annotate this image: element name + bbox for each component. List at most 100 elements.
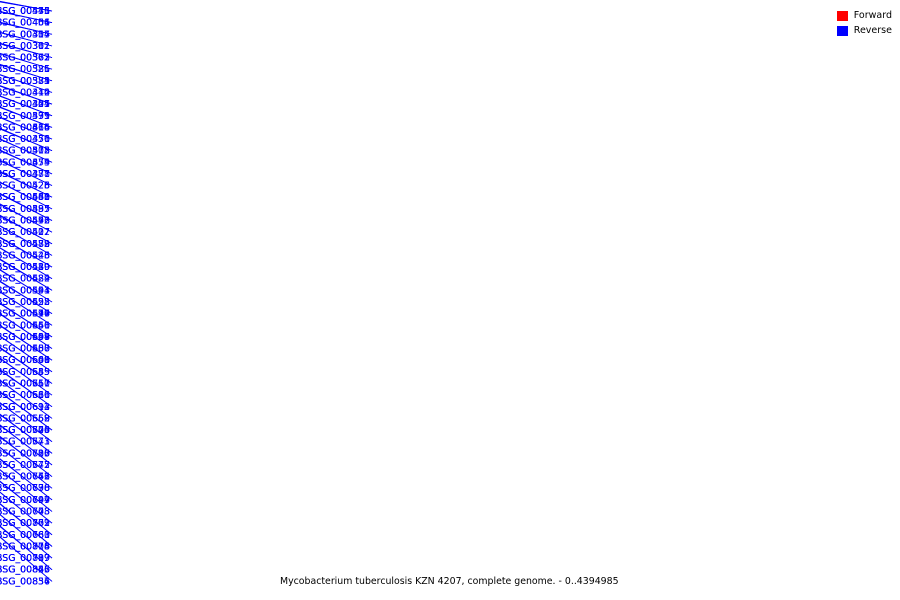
reverse-gene-label: TBSG_00596 <box>0 216 50 227</box>
reverse-gene-label: TBSG_00460 <box>0 320 50 331</box>
reverse-gene-label: TBSG_00302 <box>0 41 50 52</box>
reverse-gene-label: TBSG_00769 <box>0 518 50 529</box>
reverse-gene-label: TBSG_00364 <box>0 122 50 133</box>
gene-labels: TBSG_00390TBSG_00417TBSG_00473TBSG_00507… <box>0 6 50 587</box>
reverse-gene-label: TBSG_00708 <box>0 507 50 518</box>
reverse-gene-label: TBSG_00449 <box>0 309 50 320</box>
reverse-gene-label: TBSG_00659 <box>0 413 50 424</box>
reverse-gene-label: TBSG_00557 <box>0 332 50 343</box>
reverse-gene-label: TBSG_00428 <box>0 250 50 261</box>
reverse-gene-label: TBSG_00555 <box>0 297 50 308</box>
reverse-gene-label: TBSG_00545 <box>0 250 50 261</box>
reverse-gene-label: TBSG_00585 <box>0 76 50 87</box>
reverse-gene-label: TBSG_00771 <box>0 518 50 529</box>
reverse-gene-label: TBSG_00441 <box>0 285 50 296</box>
reverse-gene-label: TBSG_00743 <box>0 437 50 448</box>
map-caption: Mycobacterium tuberculosis KZN 4207, com… <box>280 576 619 587</box>
reverse-gene-label: TBSG_00427 <box>0 227 50 238</box>
legend-item-reverse: Reverse <box>836 23 892 38</box>
reverse-gene-label: TBSG_00502 <box>0 146 50 157</box>
reverse-gene-label: TBSG_00622 <box>0 274 50 285</box>
reverse-gene-label: TBSG_00561 <box>0 378 50 389</box>
reverse-gene-label: TBSG_00819 <box>0 553 50 564</box>
reverse-gene-label: TBSG_00584 <box>0 274 50 285</box>
reverse-gene-label: TBSG_00794 <box>0 495 50 506</box>
reverse-gene-label: TBSG_00429 <box>0 262 50 273</box>
reverse-gene-label: TBSG_00576 <box>0 6 50 17</box>
reverse-gene-label: TBSG_00373 <box>0 76 50 87</box>
reverse-gene-label: TBSG_00361 <box>0 41 50 52</box>
reverse-gene-label: TBSG_00693 <box>0 402 50 413</box>
reverse-gene-label: TBSG_00559 <box>0 367 50 378</box>
reverse-gene-label: TBSG_00378 <box>0 169 50 180</box>
reverse-gene-label: TBSG_00402 <box>0 227 50 238</box>
reverse-gene-label: TBSG_00668 <box>0 355 50 366</box>
reverse-gene-label: TBSG_00647 <box>0 495 50 506</box>
reverse-gene-label: TBSG_00372 <box>0 146 50 157</box>
reverse-gene-label: TBSG_00716 <box>0 448 50 459</box>
reverse-gene-label: TBSG_00415 <box>0 122 50 133</box>
legend-item-forward: Forward <box>836 8 892 23</box>
reverse-gene-label: TBSG_00489 <box>0 274 50 285</box>
reverse-gene-label: TBSG_00535 <box>0 204 50 215</box>
reverse-gene-label: TBSG_00642 <box>0 472 50 483</box>
reverse-gene-label: TBSG_00440 <box>0 192 50 203</box>
reverse-gene-label: TBSG_00623 <box>0 425 50 436</box>
reverse-gene-label: TBSG_00826 <box>0 565 50 576</box>
reverse-gene-label: TBSG_00439 <box>0 111 50 122</box>
reverse-gene-label: TBSG_00706 <box>0 425 50 436</box>
reverse-gene-label: TBSG_00638 <box>0 483 50 494</box>
reverse-gene-label: TBSG_00657 <box>0 378 50 389</box>
reverse-gene-label: TBSG_00773 <box>0 507 50 518</box>
reverse-gene-label: TBSG_00553 <box>0 216 50 227</box>
reverse-gene-label: TBSG_00562 <box>0 413 50 424</box>
reverse-gene-label: TBSG_00459 <box>0 157 50 168</box>
reverse-gene-label: TBSG_00480 <box>0 344 50 355</box>
reverse-gene-label: TBSG_00673 <box>0 472 50 483</box>
reverse-gene-label: TBSG_00345 <box>0 99 50 110</box>
reverse-gene-label: TBSG_00431 <box>0 6 50 17</box>
reverse-gene-label: TBSG_00583 <box>0 239 50 250</box>
reverse-gene-label: TBSG_00334 <box>0 76 50 87</box>
reverse-gene-label: TBSG_00560 <box>0 390 50 401</box>
reverse-gene-label: TBSG_00577 <box>0 460 50 471</box>
reverse-gene-label: TBSG_00608 <box>0 332 50 343</box>
reverse-gene-label: TBSG_00455 <box>0 29 50 40</box>
reverse-gene-label: TBSG_00589 <box>0 262 50 273</box>
reverse-gene-label: TBSG_00363 <box>0 53 50 64</box>
reverse-gene-label: TBSG_00425 <box>0 181 50 192</box>
reverse-gene-label: TBSG_00591 <box>0 285 50 296</box>
reverse-gene-label: TBSG_00770 <box>0 483 50 494</box>
reverse-gene-label: TBSG_00775 <box>0 541 50 552</box>
reverse-gene-label: TBSG_00658 <box>0 413 50 424</box>
reverse-gene-label: TBSG_00806 <box>0 541 50 552</box>
reverse-gene-label: TBSG_00374 <box>0 157 50 168</box>
reverse-gene-label: TBSG_00414 <box>0 87 50 98</box>
reverse-gene-label: TBSG_00554 <box>0 285 50 296</box>
reverse-gene-label: TBSG_00677 <box>0 309 50 320</box>
reverse-gene-label: TBSG_00572 <box>0 53 50 64</box>
reverse-gene-label: TBSG_00643 <box>0 507 50 518</box>
reverse-gene-label: TBSG_00685 <box>0 367 50 378</box>
reverse-gene-label: TBSG_00646 <box>0 355 50 366</box>
reverse-gene-label: TBSG_00607 <box>0 344 50 355</box>
reverse-gene-label: TBSG_00837 <box>0 576 50 587</box>
reverse-gene-label: TBSG_00531 <box>0 192 50 203</box>
reverse-gene-label: TBSG_00641 <box>0 320 50 331</box>
reverse-gene-label: TBSG_00866 <box>0 565 50 576</box>
reverse-gene-label: TBSG_00443 <box>0 6 50 17</box>
reverse-gene-label: TBSG_00395 <box>0 204 50 215</box>
reverse-gene-label: TBSG_00546 <box>0 250 50 261</box>
reverse-gene-label: TBSG_00611 <box>0 390 50 401</box>
reverse-gene-label: TBSG_00321 <box>0 64 50 75</box>
reverse-gene-label: TBSG_00362 <box>0 53 50 64</box>
reverse-gene-label: TBSG_00717 <box>0 378 50 389</box>
reverse-gene-label: TBSG_00745 <box>0 460 50 471</box>
reverse-gene-label: TBSG_00325 <box>0 64 50 75</box>
reverse-gene-label: TBSG_00644 <box>0 332 50 343</box>
reverse-gene-label: TBSG_00387 <box>0 169 50 180</box>
reverse-gene-label: TBSG_00472 <box>0 216 50 227</box>
reverse-gene-label: TBSG_00836 <box>0 576 50 587</box>
reverse-gene-label: TBSG_00424 <box>0 99 50 110</box>
